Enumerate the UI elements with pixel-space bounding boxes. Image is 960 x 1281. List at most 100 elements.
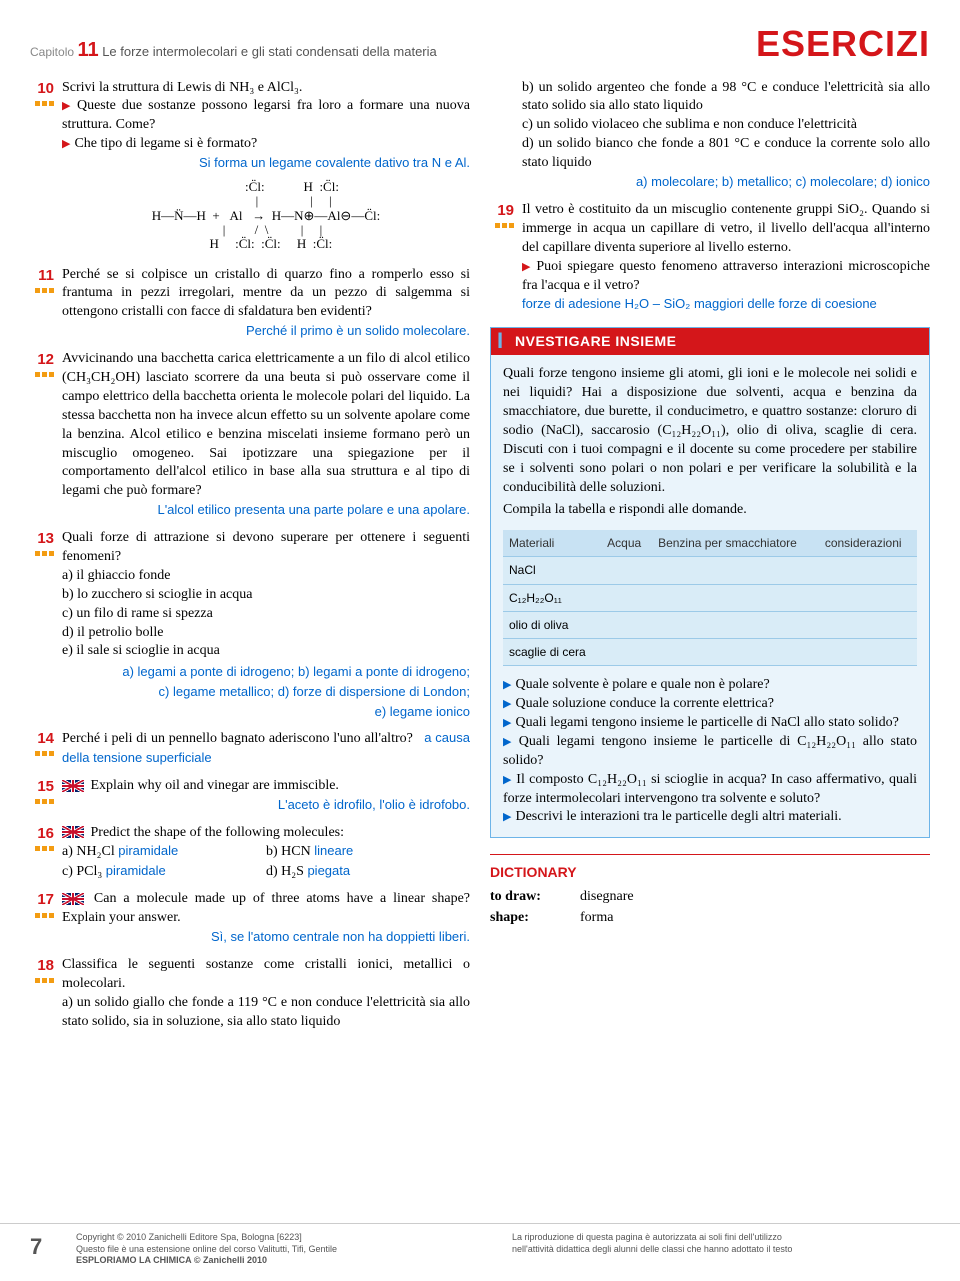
th-acqua: Acqua: [601, 530, 652, 557]
ex10-text: Scrivi la struttura di Lewis di NH₃ e Al…: [62, 80, 302, 95]
ex13-ans1: a) legami a ponte di idrogeno; b) legami…: [122, 664, 470, 679]
ex18-b: b) un solido argenteo che fonde a 98 °C …: [522, 80, 930, 114]
inv-q2: Quale soluzione conduce la corrente elet…: [515, 696, 773, 711]
th-benzina: Benzina per smacchiatore: [652, 530, 819, 557]
exercise-12: 12 Avvicinando una bacchetta carica elet…: [30, 350, 470, 521]
ex-num-19: 19: [490, 201, 516, 221]
ex13-d: d) il petrolio bolle: [62, 625, 163, 640]
exercise-18-cont: b) un solido argenteo che fonde a 98 °C …: [490, 79, 930, 193]
ex-num-13: 13: [30, 529, 56, 549]
inv-q4: Quali legami tengono insieme le particel…: [503, 734, 917, 768]
exercise-19: 19 Il vetro è costituito da un miscuglio…: [490, 201, 930, 315]
page-header: Capitolo 11 Le forze intermolecolari e g…: [30, 20, 930, 69]
exercise-10: 10 Scrivi la struttura di Lewis di NH₃ e…: [30, 79, 470, 258]
th-considerazioni: considerazioni: [819, 530, 917, 557]
copyright-line: Copyright © 2010 Zanichelli Editore Spa,…: [76, 1232, 302, 1242]
lewis-diagram: :C̈l: H :C̈l: | | | H—N̈—H + Al → H—N⊕—A…: [62, 180, 470, 251]
exercise-14: 14 Perché i peli di un pennello bagnato …: [30, 729, 470, 769]
investigare-paragraph: Quali forze tengono insieme gli atomi, g…: [503, 365, 917, 497]
ex-num-18: 18: [30, 956, 56, 976]
ex10-answer: Si forma un legame covalente dativo tra …: [199, 155, 470, 170]
exercise-16: 16 Predict the shape of the following mo…: [30, 824, 470, 883]
book-line: ESPLORIAMO LA CHIMICA © Zanichelli 2010: [76, 1255, 267, 1265]
big-i-icon: I: [497, 326, 504, 356]
row-olio: olio di oliva: [503, 611, 601, 638]
investigare-title: NVESTIGARE INSIEME: [515, 333, 676, 349]
exercise-15: 15 Explain why oil and vinegar are immis…: [30, 777, 470, 816]
course-line: Questo file è una estensione online del …: [76, 1244, 337, 1254]
ex18-text: Classifica le seguenti sostanze come cri…: [62, 957, 470, 991]
row-nacl: NaCl: [503, 557, 601, 584]
ex13-ans3: e) legame ionico: [375, 704, 470, 719]
ex-num-16: 16: [30, 824, 56, 844]
chapter-label: Capitolo 11 Le forze intermolecolari e g…: [30, 37, 437, 64]
dictionary-box: DICTIONARY to draw: disegnare shape: for…: [490, 854, 930, 928]
ex18-a: a) un solido giallo che fonde a 119 °C e…: [62, 995, 470, 1029]
ex19-answer: forze di adesione H₂O – SiO₂ maggiori de…: [522, 296, 877, 311]
ex13-a: a) il ghiaccio fonde: [62, 568, 170, 583]
inv-q6: Descrivi le interazioni tra le particell…: [515, 809, 841, 824]
ex16-a-ans: piramidale: [118, 843, 178, 858]
ex16-c-ans: piramidale: [106, 863, 166, 878]
license-line-1: La riproduzione di questa pagina è autor…: [512, 1232, 782, 1242]
chapter-title: Le forze intermolecolari e gli stati con…: [102, 44, 437, 59]
inv-q1: Quale solvente è polare e quale non è po…: [515, 677, 769, 692]
ex11-text: Perché se si colpisce un cristallo di qu…: [62, 267, 470, 320]
ex18-d: d) un solido bianco che fonde a 801 °C e…: [522, 136, 930, 170]
th-materiali: Materiali: [503, 530, 601, 557]
license-line-2: nell'attività didattica degli alunni del…: [512, 1244, 792, 1254]
exercise-13: 13 Quali forze di attrazione si devono s…: [30, 529, 470, 661]
investigare-paragraph2: Compila la tabella e rispondi alle doman…: [503, 501, 917, 520]
ex16-d-ans: piegata: [307, 863, 350, 878]
ex-num-14: 14: [30, 729, 56, 749]
ex-num-10: 10: [30, 79, 56, 99]
left-column: 10 Scrivi la struttura di Lewis di NH₃ e…: [30, 79, 470, 1040]
investigare-box: I NVESTIGARE INSIEME Quali forze tengono…: [490, 327, 930, 838]
exercise-11: 11 Perché se si colpisce un cristallo di…: [30, 266, 470, 343]
row-cera: scaglie di cera: [503, 639, 601, 666]
ex11-answer: Perché il primo è un solido molecolare.: [246, 323, 470, 338]
ex19-text: Il vetro è costituito da un miscuglio co…: [522, 202, 930, 255]
uk-flag-icon: [62, 826, 84, 838]
right-column: b) un solido argenteo che fonde a 98 °C …: [490, 79, 930, 1040]
inv-q3: Quali legami tengono insieme le particel…: [515, 715, 898, 730]
ex-num-15: 15: [30, 777, 56, 797]
ex-num-11: 11: [30, 266, 56, 286]
ex13-c: c) un filo di rame si spezza: [62, 606, 213, 621]
materials-table: Materiali Acqua Benzina per smacchiatore…: [503, 530, 917, 666]
ex-num-12: 12: [30, 350, 56, 370]
inv-q5: Il composto C₁₂H₂₂O₁₁ si scioglie in acq…: [503, 772, 917, 806]
ex16-b: b) HCN: [266, 844, 311, 859]
dict-term-2: shape:: [490, 909, 580, 928]
ex15-text: Explain why oil and vinegar are immiscib…: [91, 778, 339, 793]
uk-flag-icon: [62, 893, 84, 905]
chapter-word: Capitolo: [30, 45, 74, 59]
esercizi-heading: ESERCIZI: [756, 20, 930, 69]
dict-term-1: to draw:: [490, 888, 580, 907]
ex18-c: c) un solido violaceo che sublima e non …: [522, 117, 857, 132]
ex10-b1: Queste due sostanze possono legarsi fra …: [62, 98, 470, 132]
ex16-a: a) NH₂Cl: [62, 844, 115, 859]
ex19-bullet: Puoi spiegare questo fenomeno attraverso…: [522, 259, 930, 293]
ex16-d: d) H₂S: [266, 864, 304, 879]
row-sucrose: C₁₂H₂₂O₁₁: [503, 584, 601, 611]
ex15-answer: L'aceto è idrofilo, l'olio è idrofobo.: [278, 797, 470, 812]
ex17-text: Can a molecule made up of three atoms ha…: [62, 891, 470, 925]
ex16-text: Predict the shape of the following molec…: [91, 825, 345, 840]
ex10-b2: Che tipo di legame si è formato?: [74, 136, 257, 151]
ex16-b-ans: lineare: [314, 843, 353, 858]
exercise-18: 18 Classifica le seguenti sostanze come …: [30, 956, 470, 1032]
ex18-answer: a) molecolare; b) metallico; c) molecola…: [636, 174, 930, 189]
exercise-17: 17 Can a molecule made up of three atoms…: [30, 890, 470, 948]
ex13-b: b) lo zucchero si scioglie in acqua: [62, 587, 252, 602]
ex12-answer: L'alcol etilico presenta una parte polar…: [157, 502, 470, 517]
investigare-header: I NVESTIGARE INSIEME: [491, 328, 929, 355]
ex-num-17: 17: [30, 890, 56, 910]
chapter-number: 11: [78, 39, 99, 61]
ex17-answer: Sì, se l'atomo centrale non ha doppietti…: [211, 929, 470, 944]
dict-def-1: disegnare: [580, 888, 634, 907]
dict-def-2: forma: [580, 909, 613, 928]
uk-flag-icon: [62, 780, 84, 792]
ex12-text: Avvicinando una bacchetta carica elettri…: [62, 351, 470, 498]
page-number: 7: [30, 1232, 58, 1262]
